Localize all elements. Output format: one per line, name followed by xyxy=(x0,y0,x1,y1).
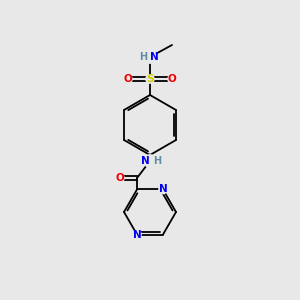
Circle shape xyxy=(159,185,167,194)
Text: H: H xyxy=(153,156,161,166)
Text: N: N xyxy=(141,156,150,166)
Circle shape xyxy=(116,174,124,182)
Text: O: O xyxy=(124,74,132,84)
Circle shape xyxy=(144,155,156,167)
Text: N: N xyxy=(159,184,167,194)
Circle shape xyxy=(124,75,132,83)
Text: O: O xyxy=(116,173,124,183)
Text: H: H xyxy=(139,52,147,62)
Text: S: S xyxy=(146,74,154,84)
Circle shape xyxy=(168,75,176,83)
Text: N: N xyxy=(133,230,141,239)
Text: O: O xyxy=(168,74,176,84)
Circle shape xyxy=(146,75,154,83)
Circle shape xyxy=(133,230,141,238)
Circle shape xyxy=(144,51,156,63)
Text: N: N xyxy=(150,52,159,62)
